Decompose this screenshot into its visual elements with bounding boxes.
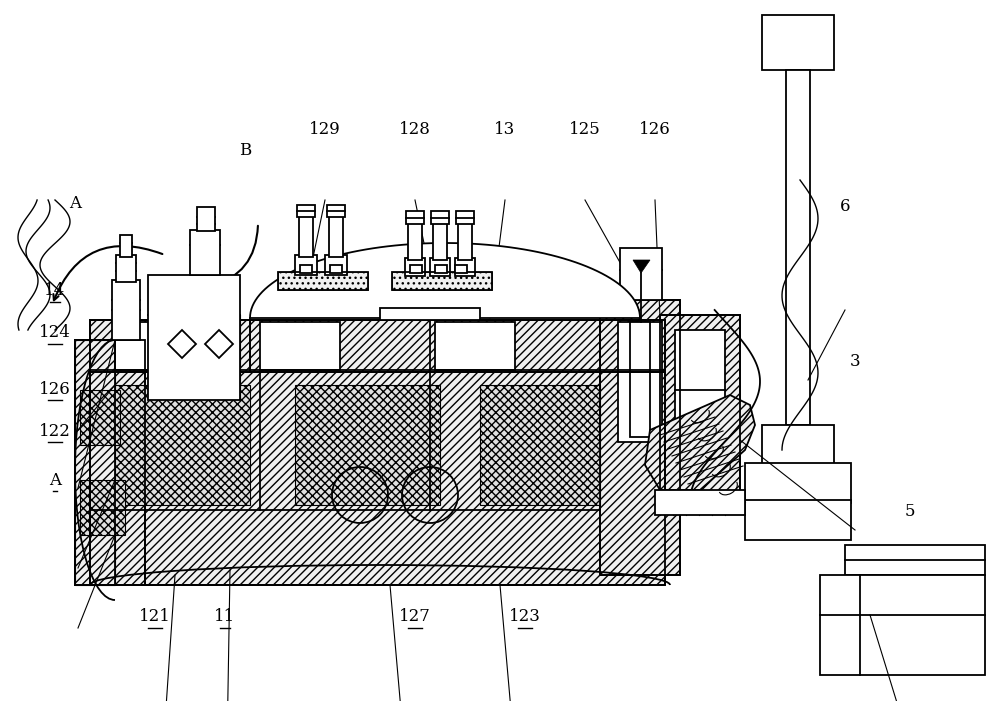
Text: 6: 6 xyxy=(840,198,850,215)
Bar xyxy=(80,390,120,445)
Polygon shape xyxy=(250,243,640,318)
Text: A: A xyxy=(69,195,81,212)
Text: 126: 126 xyxy=(39,381,71,397)
Bar xyxy=(300,265,312,273)
Bar xyxy=(435,322,515,370)
Bar xyxy=(327,205,345,217)
Bar xyxy=(75,340,145,585)
Text: B: B xyxy=(239,142,251,159)
Bar xyxy=(762,15,834,70)
Bar xyxy=(115,322,185,370)
Bar xyxy=(406,211,424,224)
Bar xyxy=(745,500,851,540)
Bar xyxy=(430,258,450,276)
Text: 121: 121 xyxy=(139,608,171,625)
Bar xyxy=(392,272,492,290)
Text: 3: 3 xyxy=(850,353,860,369)
Bar xyxy=(75,340,115,585)
Bar xyxy=(278,272,368,290)
Bar xyxy=(278,272,368,290)
Bar xyxy=(431,211,449,224)
Bar xyxy=(745,463,851,503)
Text: 128: 128 xyxy=(399,121,431,138)
Bar xyxy=(410,265,422,273)
Bar xyxy=(786,70,810,425)
Polygon shape xyxy=(633,260,650,273)
Text: 13: 13 xyxy=(494,121,516,138)
Text: 125: 125 xyxy=(569,121,601,138)
Text: A: A xyxy=(49,472,61,489)
Text: 11: 11 xyxy=(214,608,236,625)
Bar xyxy=(675,330,725,460)
Bar xyxy=(190,230,220,275)
Bar xyxy=(75,340,145,585)
Bar xyxy=(380,308,480,320)
Bar xyxy=(330,265,342,273)
Bar xyxy=(329,215,343,257)
Bar xyxy=(90,320,665,372)
Bar xyxy=(480,385,600,505)
Bar xyxy=(392,272,492,290)
Bar xyxy=(90,370,665,585)
Bar xyxy=(90,320,665,372)
Bar xyxy=(325,255,347,275)
Text: 129: 129 xyxy=(309,121,341,138)
Bar xyxy=(260,322,340,370)
Bar xyxy=(620,248,662,300)
Bar xyxy=(655,490,745,515)
Bar xyxy=(115,385,250,505)
Text: 124: 124 xyxy=(39,325,71,341)
Bar xyxy=(600,300,680,575)
Bar xyxy=(845,545,985,575)
Bar xyxy=(455,265,467,273)
Bar xyxy=(660,315,740,505)
Bar xyxy=(120,235,132,257)
Bar xyxy=(600,300,680,575)
Bar xyxy=(197,207,215,231)
Bar xyxy=(660,315,740,505)
Bar xyxy=(455,258,475,276)
Polygon shape xyxy=(205,330,233,358)
Polygon shape xyxy=(168,330,196,358)
Bar xyxy=(456,211,474,224)
Bar xyxy=(458,222,472,260)
Bar xyxy=(820,575,985,675)
Text: 14: 14 xyxy=(44,283,66,299)
Bar xyxy=(148,275,240,400)
Bar xyxy=(299,215,313,257)
Text: 122: 122 xyxy=(39,423,71,440)
Bar xyxy=(90,370,665,585)
Bar xyxy=(116,255,136,282)
Bar xyxy=(112,280,140,340)
Bar xyxy=(75,340,115,585)
Bar xyxy=(630,322,650,437)
Text: 127: 127 xyxy=(399,608,431,625)
Bar xyxy=(405,258,425,276)
Polygon shape xyxy=(645,395,755,490)
Bar xyxy=(297,205,315,217)
Text: 5: 5 xyxy=(905,503,915,520)
Bar xyxy=(433,222,447,260)
Bar xyxy=(762,425,834,465)
Text: 126: 126 xyxy=(639,121,671,138)
Text: 123: 123 xyxy=(509,608,541,625)
Bar xyxy=(80,480,125,535)
Bar xyxy=(295,255,317,275)
Bar xyxy=(408,222,422,260)
Bar xyxy=(295,385,440,505)
Bar xyxy=(435,265,447,273)
Bar xyxy=(618,322,662,442)
